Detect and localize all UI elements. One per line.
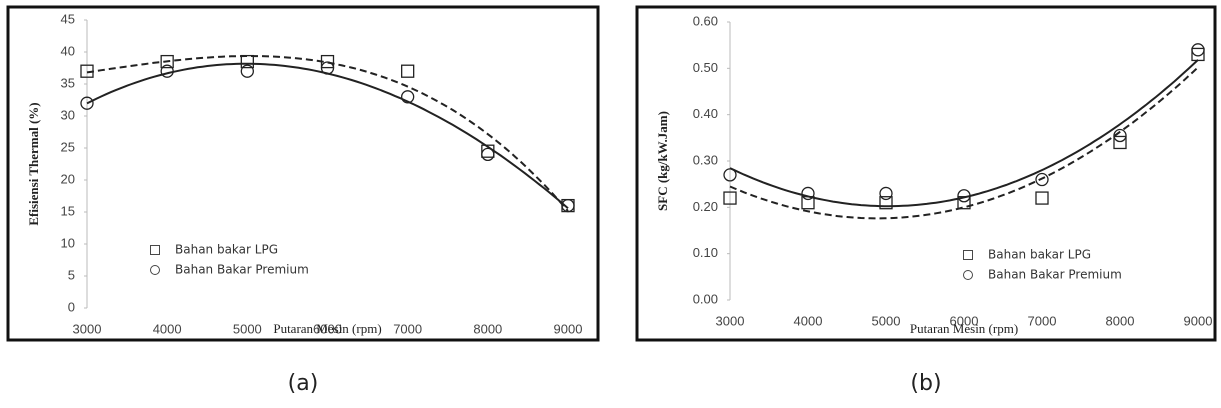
y-tick-label: 0: [68, 299, 75, 314]
x-tick-label: 5000: [872, 313, 901, 328]
caption: (a): [288, 371, 319, 396]
marker-circle: [561, 198, 575, 213]
marker-circle: [320, 61, 335, 75]
x-axis-title: Putaran Mesin (rpm): [273, 321, 381, 336]
marker-square: [320, 54, 335, 69]
marker-circle: [240, 64, 254, 78]
y-axis-title: Efisiensi Thermal (%): [26, 102, 41, 225]
x-tick-label: 5000: [233, 321, 262, 336]
marker-square: [723, 191, 737, 205]
marker-square: [1113, 135, 1127, 150]
y-tick-label: 0.20: [693, 199, 718, 214]
marker-circle: [80, 96, 94, 110]
x-tick-label: 6000: [950, 313, 979, 328]
marker-circle: [879, 186, 893, 201]
panel-border: [635, 5, 1217, 342]
y-tick-label: 45: [61, 11, 75, 26]
y-tick-label: 0.30: [693, 152, 718, 167]
trendline: [729, 66, 1199, 220]
marker-circle: [1191, 43, 1205, 57]
x-tick-label: 9000: [554, 321, 583, 336]
marker-square: [80, 64, 94, 78]
marker-square: [160, 54, 174, 69]
marker-square: [401, 64, 415, 78]
y-tick-label: 0.40: [693, 106, 718, 121]
legend-marker: [150, 245, 160, 255]
trendline: [86, 62, 569, 209]
trendline: [86, 55, 569, 212]
y-tick-label: 15: [61, 203, 75, 218]
legend-marker: [963, 250, 973, 260]
x-tick-label: 8000: [473, 321, 502, 336]
marker-circle: [481, 147, 495, 162]
y-tick-label: 35: [61, 75, 75, 90]
marker-square: [240, 54, 254, 69]
x-tick-label: 7000: [393, 321, 422, 336]
y-tick-label: 0.60: [693, 13, 718, 28]
x-tick-label: 7000: [1028, 313, 1057, 328]
y-tick-label: 20: [61, 171, 75, 186]
x-tick-label: 8000: [1106, 313, 1135, 328]
marker-circle: [160, 64, 174, 78]
legend-label: Bahan bakar LPG: [175, 243, 278, 257]
trendline: [729, 59, 1199, 208]
legend-marker: [963, 270, 973, 280]
y-axis-title: SFC (kg/kW.Jam): [655, 111, 670, 211]
x-tick-label: 3000: [716, 313, 745, 328]
legend-label: Bahan Bakar Premium: [175, 263, 309, 277]
x-tick-label: 4000: [153, 321, 182, 336]
caption: (b): [910, 371, 941, 396]
marker-circle: [723, 168, 737, 182]
x-tick-label: 9000: [1184, 313, 1213, 328]
x-tick-label: 4000: [794, 313, 823, 328]
y-tick-label: 10: [61, 235, 75, 250]
marker-square: [879, 196, 893, 210]
legend-label: Bahan Bakar Premium: [988, 268, 1122, 282]
y-tick-label: 0.00: [693, 291, 718, 306]
marker-circle: [1035, 172, 1049, 187]
marker-circle: [401, 90, 415, 104]
y-tick-label: 0.10: [693, 245, 718, 260]
y-tick-label: 0.50: [693, 60, 718, 75]
y-tick-label: 5: [68, 267, 75, 282]
marker-circle: [801, 186, 815, 201]
marker-circle: [957, 189, 971, 203]
panel-border: [6, 5, 600, 342]
x-tick-label: 6000: [313, 321, 342, 336]
marker-square: [1035, 191, 1049, 205]
x-tick-label: 3000: [73, 321, 102, 336]
y-tick-label: 40: [61, 43, 75, 58]
legend-label: Bahan bakar LPG: [988, 248, 1091, 262]
x-axis-title: Putaran Mesin (rpm): [910, 321, 1018, 336]
y-tick-label: 30: [61, 107, 75, 122]
legend-marker: [150, 265, 160, 275]
y-tick-label: 25: [61, 139, 75, 154]
marker-circle: [1113, 128, 1127, 143]
